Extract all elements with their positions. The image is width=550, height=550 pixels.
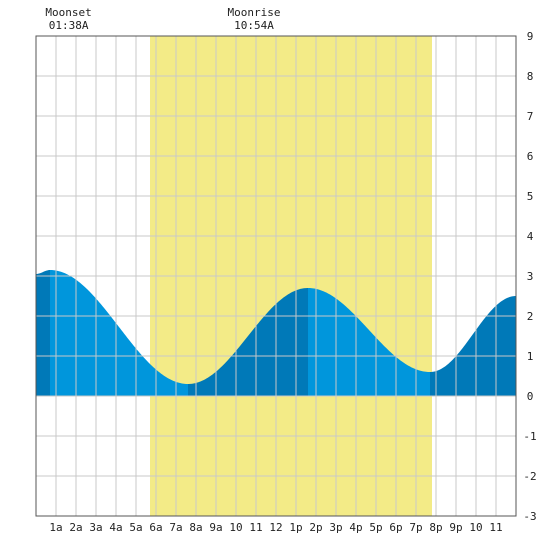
grid — [36, 35, 516, 517]
x-tick-label: 6p — [389, 521, 402, 534]
x-tick-label: 8p — [429, 521, 442, 534]
x-tick-label: 9a — [209, 521, 222, 534]
y-tick-label: 6 — [527, 150, 534, 163]
moon-event-time: 10:54A — [234, 19, 274, 32]
x-axis: 1a 2a 3a 4a 5a 6a 7a 8a 9a 10 11 12 1p 2p 3p 4p 5p 6p 7p 8p… — [49, 521, 502, 534]
x-tick-label: 3a — [89, 521, 102, 534]
y-tick-label: -2 — [523, 470, 536, 483]
falling-tide-segment — [50, 270, 188, 396]
y-tick-label: 8 — [527, 70, 534, 83]
x-tick-label: 1p — [289, 521, 302, 534]
x-tick-label: 10 — [469, 521, 482, 534]
y-tick-label: 7 — [527, 110, 534, 123]
y-axis: -3 -2 -1 0 1 2 3 4 5 6 7 8 9 — [523, 30, 536, 523]
y-tick-label: 2 — [527, 310, 534, 323]
x-tick-label: 5p — [369, 521, 382, 534]
x-tick-label: 10 — [229, 521, 242, 534]
falling-tide-segment — [308, 288, 430, 396]
x-tick-label: 7a — [169, 521, 182, 534]
x-tick-label: 11 — [489, 521, 502, 534]
y-tick-label: 1 — [527, 350, 534, 363]
plot-frame — [35, 35, 517, 517]
tide-area — [36, 270, 516, 396]
x-tick-label: 8a — [189, 521, 202, 534]
x-tick-label: 5a — [129, 521, 142, 534]
x-tick-label: 4p — [349, 521, 362, 534]
y-tick-label: 4 — [527, 230, 534, 243]
x-tick-label: 9p — [449, 521, 462, 534]
moon-event-label: Moonrise — [228, 6, 281, 19]
y-tick-label: -3 — [523, 510, 536, 523]
moon-event-label: Moonset — [45, 6, 91, 19]
x-tick-label: 12 — [269, 521, 282, 534]
rising-tide-segment — [188, 288, 308, 396]
y-tick-label: 5 — [527, 190, 534, 203]
moon-event-time: 01:38A — [49, 19, 89, 32]
x-tick-label: 1a — [49, 521, 62, 534]
y-tick-label: 3 — [527, 270, 534, 283]
rising-tide-segment — [36, 270, 50, 396]
x-tick-label: 2a — [69, 521, 82, 534]
x-tick-label: 6a — [149, 521, 162, 534]
x-tick-label: 2p — [309, 521, 322, 534]
x-tick-label: 4a — [109, 521, 122, 534]
y-tick-label: -1 — [523, 430, 536, 443]
x-tick-label: 3p — [329, 521, 342, 534]
x-tick-label: 11 — [249, 521, 262, 534]
x-tick-label: 7p — [409, 521, 422, 534]
y-tick-label: 9 — [527, 30, 534, 43]
rising-tide-segment — [430, 296, 516, 396]
y-tick-label: 0 — [527, 390, 534, 403]
